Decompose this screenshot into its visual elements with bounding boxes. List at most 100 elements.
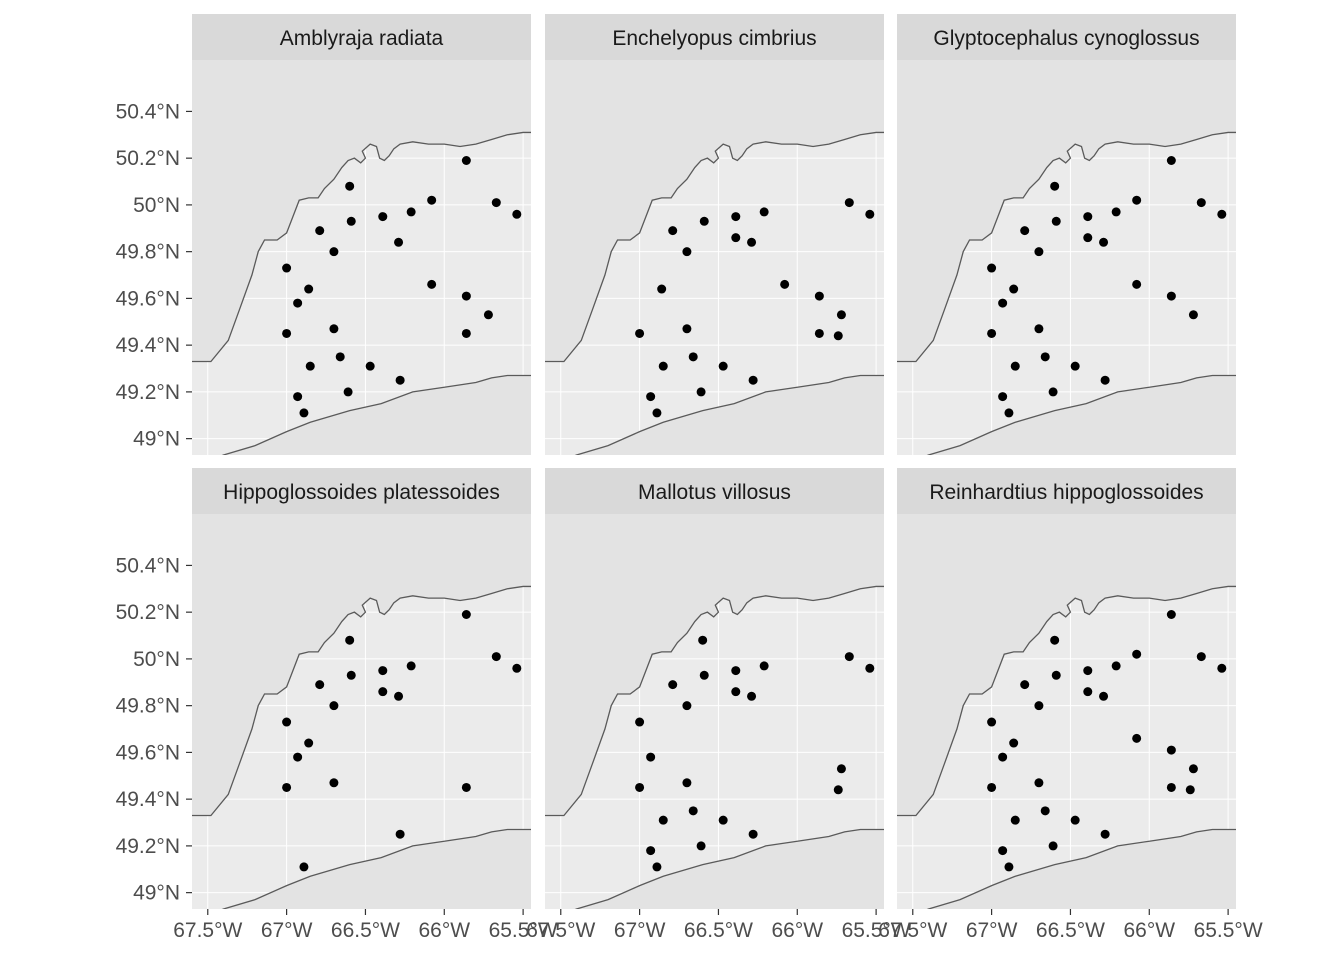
- survey-point: [718, 815, 728, 825]
- survey-point: [491, 652, 501, 662]
- survey-point: [1132, 733, 1142, 743]
- survey-point: [1100, 375, 1110, 385]
- survey-point: [699, 670, 709, 680]
- survey-point: [635, 717, 645, 727]
- survey-point: [1051, 216, 1061, 226]
- survey-point: [406, 207, 416, 217]
- north-shore-land: [192, 60, 531, 362]
- survey-point: [759, 207, 769, 217]
- survey-point: [1083, 233, 1093, 243]
- facet-title: Enchelyopus cimbrius: [612, 27, 816, 50]
- x-tick-label: 65.5°W: [1194, 919, 1263, 942]
- survey-point: [346, 216, 356, 226]
- panel-plot-area: [897, 514, 1236, 909]
- survey-point: [427, 279, 437, 289]
- survey-point: [329, 247, 339, 257]
- survey-point: [747, 237, 757, 247]
- survey-point: [378, 666, 388, 676]
- survey-point: [1009, 738, 1019, 748]
- survey-point: [987, 782, 997, 792]
- survey-point: [1034, 324, 1044, 334]
- survey-point: [1083, 666, 1093, 676]
- survey-point: [1111, 661, 1121, 671]
- survey-point: [345, 181, 355, 191]
- survey-point: [1048, 841, 1058, 851]
- x-tick-label: 66.5°W: [1036, 919, 1105, 942]
- survey-point: [1111, 207, 1121, 217]
- survey-point: [998, 392, 1008, 402]
- survey-point: [836, 310, 846, 320]
- survey-point: [833, 331, 843, 341]
- survey-point: [315, 680, 325, 690]
- x-tick-label: 67°W: [966, 919, 1018, 942]
- y-tick-label: 49.8°N: [116, 241, 180, 264]
- survey-point: [1132, 649, 1142, 659]
- survey-point: [1050, 181, 1060, 191]
- survey-point: [282, 328, 292, 338]
- survey-point: [282, 782, 292, 792]
- survey-point: [483, 310, 493, 320]
- facet-panel-6: Reinhardtius hippoglossoides 67.5°W 67°W 66…: [878, 468, 1263, 942]
- survey-point: [1050, 635, 1060, 645]
- survey-point: [1217, 663, 1227, 673]
- survey-point: [299, 862, 309, 872]
- x-tick-label: 67°W: [261, 919, 313, 942]
- north-coastline: [897, 131, 1236, 363]
- north-coastline: [545, 131, 884, 363]
- south-shore-land: [223, 375, 531, 455]
- survey-point: [696, 387, 706, 397]
- survey-point: [394, 237, 404, 247]
- survey-point: [652, 862, 662, 872]
- survey-point: [1188, 764, 1198, 774]
- y-tick-label: 49.2°N: [116, 381, 180, 404]
- facet-panel-4: Hippoglossoides platessoides 49°N 49.2°N 49…: [116, 468, 558, 942]
- facet-strip: [192, 14, 531, 60]
- facet-strip: [192, 468, 531, 514]
- survey-point: [635, 328, 645, 338]
- survey-point: [1004, 408, 1014, 418]
- survey-point: [1166, 156, 1176, 166]
- y-tick-label: 49.4°N: [116, 788, 180, 811]
- facet-strip: [545, 468, 884, 514]
- survey-point: [646, 752, 656, 762]
- facet-strip: [897, 14, 1236, 60]
- x-tick-label: 66°W: [1123, 919, 1175, 942]
- survey-point: [1132, 195, 1142, 205]
- facet-strip: [897, 468, 1236, 514]
- north-shore-land: [897, 514, 1236, 816]
- south-coastline: [221, 374, 531, 455]
- survey-point: [378, 212, 388, 222]
- survey-point: [329, 701, 339, 711]
- x-tick-label: 65.5°W: [842, 919, 911, 942]
- survey-point: [688, 352, 698, 362]
- survey-point: [293, 298, 303, 308]
- y-tick-label: 49.8°N: [116, 695, 180, 718]
- south-shore-land: [576, 829, 884, 909]
- south-shore-land: [928, 829, 1236, 909]
- survey-point: [1010, 361, 1020, 371]
- y-tick-label: 49.2°N: [116, 835, 180, 858]
- survey-point: [1034, 247, 1044, 257]
- x-tick-label: 66°W: [771, 919, 823, 942]
- y-tick-label: 50°N: [133, 194, 180, 217]
- panel-plot-area: [192, 60, 531, 455]
- survey-point: [652, 408, 662, 418]
- survey-point: [512, 209, 522, 219]
- survey-point: [304, 284, 314, 294]
- survey-point: [427, 195, 437, 205]
- survey-point: [1166, 745, 1176, 755]
- facet-panel-3: Glyptocephalus cynoglossus: [897, 14, 1236, 455]
- survey-point: [406, 661, 416, 671]
- survey-point: [718, 361, 728, 371]
- survey-point: [305, 361, 315, 371]
- north-coastline: [192, 585, 531, 817]
- survey-point: [759, 661, 769, 671]
- survey-point: [395, 829, 405, 839]
- south-coastline: [574, 828, 884, 909]
- panel-plot-area: [545, 60, 884, 455]
- facet-strip: [545, 14, 884, 60]
- y-tick-label: 49.6°N: [116, 287, 180, 310]
- facet-panel-1: Amblyraja radiata 49°N 49.2°N 49.4°N 49.6°N 4…: [116, 14, 531, 455]
- survey-point: [315, 226, 325, 236]
- survey-point: [696, 841, 706, 851]
